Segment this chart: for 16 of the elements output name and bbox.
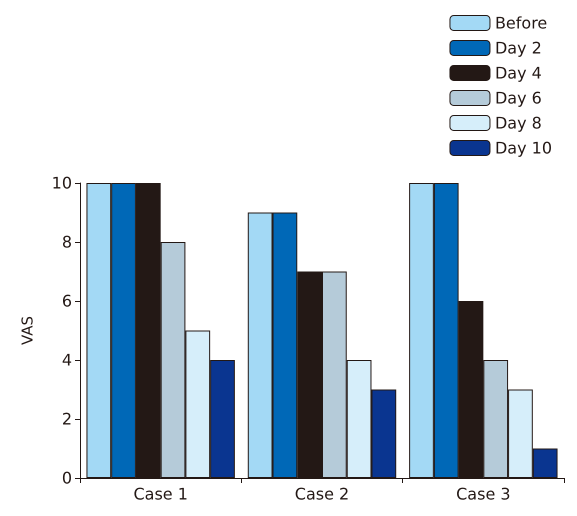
y-tick-label: 10	[52, 174, 72, 192]
x-tick-label: Case 1	[133, 484, 188, 504]
legend-label: Day 10	[494, 138, 552, 158]
legend-label: Day 2	[494, 38, 542, 58]
y-tick-label: 4	[62, 350, 72, 370]
y-tick-label: 6	[62, 292, 72, 310]
x-tick-label: Case 2	[294, 484, 350, 504]
x-tick-label: Case 3	[456, 484, 511, 504]
legend-label: Day 4	[494, 64, 542, 82]
y-tick-label: 8	[62, 232, 72, 252]
legend-label: Day 8	[494, 114, 542, 132]
y-tick-label: 0	[62, 468, 72, 488]
legend-label: Day 6	[494, 88, 542, 108]
y-tick-label: 2	[62, 410, 72, 428]
y-axis-title: VAS	[18, 316, 36, 346]
legend-label: Before	[494, 14, 548, 32]
